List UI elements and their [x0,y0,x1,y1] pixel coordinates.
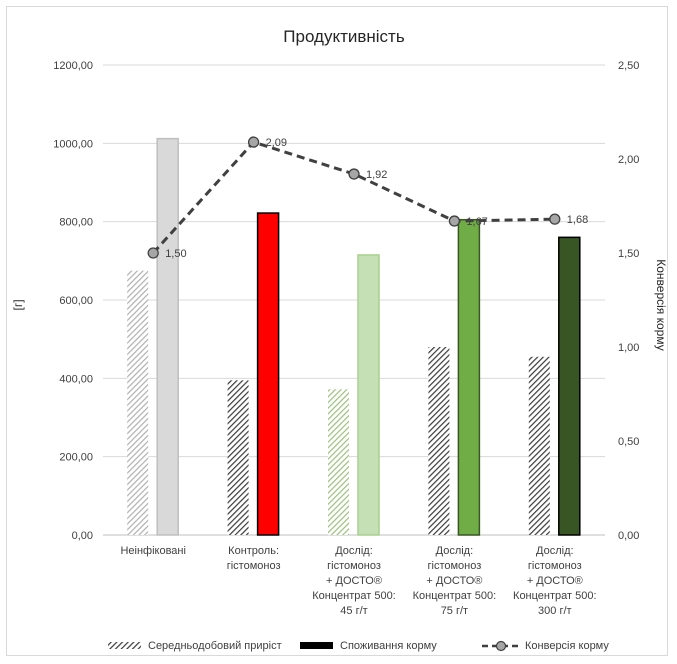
conversion-point [147,247,159,259]
category-labels: Неінфіковані Контроль: гістомоноз Дослід: гі… [120,545,596,617]
category-label: Неінфіковані [120,545,185,557]
bar-feed-intake [156,137,179,536]
y-axis-title: [г] [11,299,25,310]
y-tick-label: 0,00 [72,530,93,542]
chart-title: Продуктивність [283,27,405,46]
category-label-line: гістомоноз [428,560,482,572]
conversion-data-label: 1,68 [567,214,588,226]
y2-axis-ticks: 0,00 0,50 1,00 1,50 2,00 2,50 [618,60,639,542]
bar-daily-gain [328,389,349,535]
category-label-line: гістомоноз [227,560,281,572]
category-label-line: + ДОСТО® [527,575,583,587]
y-tick-label: 1200,00 [53,60,93,72]
y-axis-ticks: 0,00 200,00 400,00 600,00 800,00 1000,00 1200,… [53,60,93,542]
category-label-line: Дослід: [436,545,474,557]
bars [127,137,581,536]
category-label: Дослід: гістомоноз + ДОСТО® Концентрат 500:… [513,545,597,617]
legend-label-conversion: Конверсія корму [525,640,609,652]
category-label-line: Концентрат 500: [513,590,597,602]
category-label: Контроль: гістомоноз [227,545,281,572]
y-tick-label: 600,00 [59,295,93,307]
conversion-data-label: 2,09 [266,137,287,149]
legend-label-daily-gain: Середньодобовий приріст [148,640,282,652]
y2-tick-label: 2,50 [618,60,639,72]
bar-daily-gain [528,356,550,535]
conversion-point [348,168,360,180]
legend: Середньодобовий приріст Споживання корму… [108,640,609,652]
chart-frame [6,6,668,656]
category-label: Дослід: гістомоноз + ДОСТО® Концентрат 500:… [413,545,497,617]
category-label-line: Концентрат 500: [312,590,396,602]
y-tick-label: 1000,00 [53,138,93,150]
y-tick-label: 400,00 [59,373,93,385]
y-tick-label: 200,00 [59,452,93,464]
conversion-data-label: 1,67 [466,216,487,228]
y2-axis-title: Конверсія корму [654,259,668,351]
category-label-line: Дослід: [536,545,574,557]
category-label-line: 45 г/т [340,605,367,617]
bar-daily-gain [227,380,249,535]
category-label-line: 75 г/т [441,605,468,617]
legend-swatch-conversion-marker [495,640,507,652]
category-label: Дослід: гістомоноз + ДОСТО® Концентрат 500:… [312,545,396,617]
category-label-line: 300 г/т [538,605,572,617]
bar-feed-intake [357,254,380,536]
conversion-data-label: 1,50 [165,248,186,260]
category-label-line: + ДОСТО® [426,575,482,587]
y-tick-label: 800,00 [59,217,93,229]
bar-daily-gain [428,347,450,535]
conversion-line: 1,50 2,09 1,92 1,67 1,68 [147,136,588,260]
y2-tick-label: 0,00 [618,530,639,542]
category-label-line: + ДОСТО® [326,575,382,587]
category-label-line: гістомоноз [528,560,582,572]
y2-tick-label: 1,00 [618,342,639,354]
y2-tick-label: 1,50 [618,248,639,260]
bar-feed-intake [558,236,581,536]
conversion-data-label: 1,92 [366,169,387,181]
legend-swatch-daily-gain [108,642,141,649]
category-label-line: Неінфіковані [120,545,185,557]
legend-label-feed-intake: Споживання корму [340,640,437,652]
bar-feed-intake [457,218,481,536]
category-label-line: Контроль: [228,545,279,557]
conversion-series-line [152,140,555,255]
conversion-point [549,213,561,225]
conversion-point [247,136,260,148]
y2-tick-label: 2,00 [618,154,639,166]
bar-feed-intake [256,212,280,536]
category-label-line: Дослід: [335,545,373,557]
bar-daily-gain [127,270,149,535]
y2-tick-label: 0,50 [618,436,639,448]
category-label-line: Концентрат 500: [413,590,497,602]
gridlines [103,64,605,536]
legend-swatch-feed-intake [300,642,333,649]
conversion-point [448,215,461,227]
category-label-line: гістомоноз [327,560,381,572]
